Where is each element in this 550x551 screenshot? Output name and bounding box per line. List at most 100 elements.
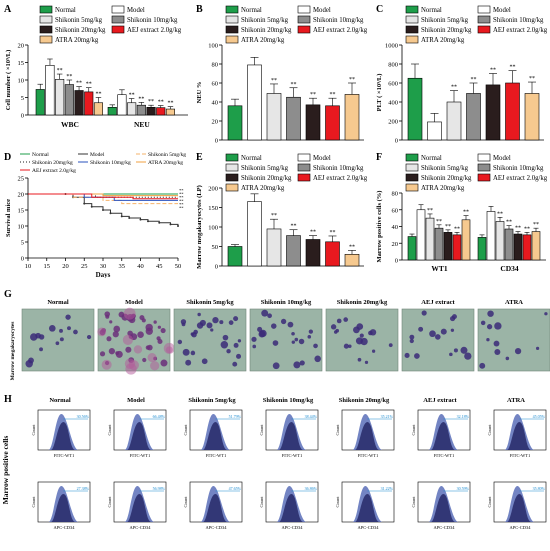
cell-nucleus	[486, 324, 493, 330]
micrograph	[249, 308, 323, 372]
panel-g: G Marrow megakaryocytes Normal Model Shikoni…	[0, 285, 550, 387]
survival-line	[28, 193, 178, 200]
cell-nucleus	[298, 338, 305, 345]
histogram-x-label: FITC-WT1	[434, 453, 455, 458]
significance-mark: **	[533, 222, 539, 228]
histogram-y-label: Count	[411, 424, 416, 436]
panel-b: B Normal Model Shikonin 5mg/kg Shikonin 10mg…	[192, 0, 370, 150]
cytoplasm-blob	[123, 307, 136, 320]
legend-swatch	[297, 15, 311, 24]
cell-nucleus	[109, 320, 113, 324]
survival-point	[177, 225, 179, 227]
side-label: Marrow megakaryocytes	[10, 322, 16, 381]
x-tick-label: 30	[100, 263, 107, 270]
legend-entry: Shikonin 5mg/kg	[55, 17, 103, 24]
cell-nucleus	[404, 352, 410, 358]
cell-nucleus	[145, 345, 151, 350]
bar	[93, 102, 103, 116]
legend-swatch	[405, 25, 419, 34]
histogram-curve-control	[203, 494, 228, 522]
y-tick-label: 20	[18, 43, 25, 50]
cell-nucleus	[73, 329, 78, 335]
significance-mark: **	[330, 230, 336, 236]
chart-f-svg: F Normal Model Shikonin 5mg/kg Shikonin 10mg…	[376, 152, 548, 273]
legend-swatch	[39, 35, 53, 44]
significance-mark: **	[57, 68, 63, 74]
cell-nucleus	[388, 343, 393, 348]
survival-point	[147, 220, 149, 223]
x-tick-label: 45	[156, 263, 163, 270]
bar	[35, 89, 45, 116]
cell-nucleus	[348, 344, 352, 348]
legend-entry: Shikonin 10mg/kg	[493, 17, 544, 24]
legend-entry: AEJ extract 2.0g/kg	[32, 168, 76, 174]
y-axis-label: Cell number ( ×10⁹/L)	[5, 50, 12, 111]
histogram-x-label: APC-CD34	[129, 525, 151, 530]
legend-entry: ATRA 20mg/kg	[241, 37, 285, 44]
y-tick-label: 20	[212, 119, 219, 126]
legend-swatch	[477, 153, 491, 162]
y-axis-label: NEU %	[196, 82, 203, 104]
legend-swatch	[405, 163, 419, 172]
histogram-x-label: FITC-WT1	[130, 453, 151, 458]
cell-nucleus	[251, 336, 257, 342]
y-tick-label: 15	[18, 60, 25, 67]
gate-percent: 66.48%	[153, 414, 166, 419]
cell-nucleus	[450, 328, 455, 332]
cell-nucleus	[115, 350, 123, 358]
panel-label: C	[376, 4, 383, 15]
cell-nucleus	[261, 309, 269, 317]
legend-entry: Normal	[32, 152, 49, 158]
significance-mark: **	[529, 76, 535, 82]
cell-nucleus	[112, 331, 119, 338]
legend-entry: Shikonin 5mg/kg	[421, 165, 469, 172]
histogram-y-label: Count	[107, 496, 112, 508]
y-tick-label: 5	[21, 95, 24, 102]
significance-mark: **	[86, 82, 92, 88]
legend-entry: Model	[493, 155, 511, 162]
bar	[504, 228, 514, 261]
cytoplasm-blob	[101, 359, 112, 370]
legend-entry: Shikonin 20mg/kg	[421, 175, 472, 182]
significance-mark: **	[515, 226, 521, 232]
histogram-curve-control	[431, 494, 456, 522]
histogram-y-label: Count	[259, 424, 264, 436]
y-tick-label: 10	[18, 224, 25, 231]
bar	[325, 105, 340, 141]
cell-nucleus	[453, 348, 458, 353]
y-tick-label: 10	[18, 78, 25, 85]
cell-nucleus	[25, 359, 33, 368]
cell-nucleus	[314, 355, 321, 363]
cell-nucleus	[222, 334, 229, 341]
column-header: Normal	[49, 397, 70, 404]
cell-nucleus	[487, 310, 494, 317]
cell-nucleus	[440, 328, 447, 335]
bar	[485, 84, 501, 141]
significance-mark: **	[463, 210, 469, 216]
bar	[146, 107, 156, 116]
bar	[305, 104, 321, 141]
legend-entry: AEJ extract 2.0g/kg	[493, 175, 548, 182]
legend-swatch	[111, 25, 125, 34]
y-tick-label: 150	[208, 205, 218, 212]
legend-entry: Normal	[421, 155, 442, 162]
panel-c: C Normal Model Shikonin 5mg/kg Shikonin 10mg…	[372, 0, 550, 150]
histogram-x-label: APC-CD34	[433, 525, 455, 530]
histogram-x-label: APC-CD34	[281, 525, 303, 530]
x-tick-label: 15	[44, 263, 51, 270]
bar	[486, 211, 496, 261]
histogram-curve-control	[279, 494, 304, 522]
panel-label: A	[4, 4, 12, 15]
significance-mark: **	[95, 92, 101, 98]
y-tick-label: 20	[392, 241, 399, 248]
x-category-label: CD34	[500, 264, 519, 273]
bar	[434, 227, 444, 261]
y-tick-label: 100	[208, 43, 218, 50]
cell-nucleus	[293, 361, 301, 369]
legend-entry: Model	[313, 155, 331, 162]
x-category-label: NEU	[134, 120, 150, 129]
significance-mark: **	[506, 220, 512, 226]
cell-nucleus	[357, 357, 362, 362]
legend-swatch	[405, 35, 419, 44]
histogram-x-label: FITC-WT1	[206, 453, 227, 458]
